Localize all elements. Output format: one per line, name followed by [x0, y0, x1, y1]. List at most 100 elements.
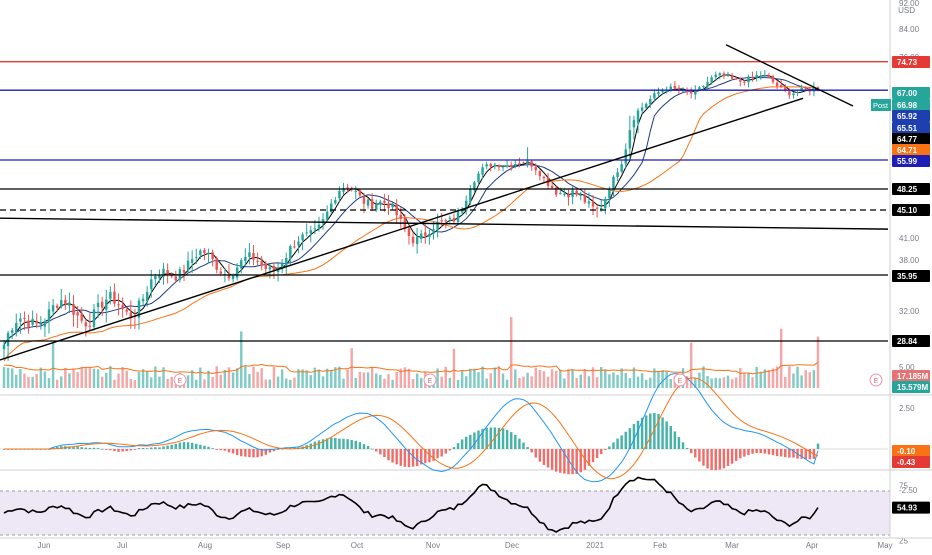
volume-bar [297, 369, 300, 388]
candle-body [105, 299, 108, 310]
candle-body [542, 176, 546, 179]
macd-histogram-bar [150, 447, 153, 449]
macd-histogram-bar [628, 428, 632, 449]
candle-body [779, 85, 783, 88]
rsi-line [3, 476, 819, 533]
candle-body [669, 86, 672, 91]
rsi-pane [3, 476, 819, 533]
volume-bar [117, 373, 120, 388]
rsi-band [0, 491, 890, 535]
candle-body [726, 74, 730, 76]
volume-bar [448, 377, 452, 388]
macd-histogram-bar [604, 449, 607, 451]
macd-histogram-bar [264, 449, 268, 455]
macd-histogram-bar [649, 413, 652, 449]
candle-body [571, 190, 574, 197]
price-badge-label: 28.84 [897, 337, 918, 346]
candle-body [714, 74, 717, 78]
volume-bar [722, 377, 726, 388]
volume-bar [575, 378, 578, 388]
macd-histogram-bar [436, 449, 439, 459]
candle-body [628, 130, 632, 149]
macd-histogram-bar [734, 449, 738, 461]
candle-body [19, 318, 22, 322]
candle-body [469, 188, 472, 203]
volume-bar [211, 377, 214, 388]
candle-body [346, 187, 349, 189]
macd-histogram-bar [575, 449, 578, 475]
volume-bar [698, 372, 701, 388]
volume-bar [64, 367, 67, 388]
candle-body [15, 323, 18, 333]
macd-histogram-bar [751, 449, 754, 454]
price-badge [892, 183, 930, 195]
candle-body [166, 270, 169, 275]
volume-bar [219, 374, 223, 388]
candle-body [109, 291, 112, 299]
macd-histogram-bar [567, 449, 570, 475]
candle-body [235, 267, 239, 278]
candle-body [784, 87, 787, 91]
candle-body [509, 164, 513, 167]
volume-bar [129, 378, 133, 388]
price-badge [892, 133, 930, 145]
volume-bar [563, 378, 566, 388]
macd-histogram-bar [608, 446, 611, 449]
volume-bar [493, 367, 497, 388]
candle-body [739, 79, 742, 82]
volume-average-line [3, 361, 819, 375]
volume-bar [403, 367, 407, 388]
price-badge [892, 110, 930, 122]
price-badge-label: 74.73 [897, 58, 918, 67]
volume-bar [260, 368, 263, 388]
macd-histogram-bar [109, 449, 112, 451]
volume-bar [730, 379, 734, 388]
macd-histogram-bar [100, 448, 104, 450]
macd-histogram-bar [640, 417, 644, 449]
macd-histogram-bar [182, 441, 186, 449]
volume-bar [444, 366, 447, 388]
candle-body [620, 164, 623, 172]
volume-bar [305, 370, 308, 388]
candle-body [444, 220, 447, 222]
macd-histogram-bar [227, 449, 231, 453]
volume-bar [170, 376, 173, 388]
volume-bar [84, 368, 88, 388]
macd-histogram-bar [256, 449, 259, 458]
candle-body [252, 252, 255, 260]
macd-histogram-bar [121, 449, 124, 452]
rsi-tick-label: 25 [899, 537, 908, 546]
volume-bar [109, 366, 112, 388]
candle-body [199, 250, 202, 255]
candle-body [27, 320, 30, 328]
candle-body [60, 300, 63, 307]
macd-histogram-bar [317, 440, 321, 449]
volume-bar [395, 371, 398, 388]
volume-bar [96, 369, 100, 388]
price-badge-label: 55.99 [897, 157, 918, 166]
price-badge-label: 65.51 [897, 124, 918, 133]
volume-bar [612, 372, 615, 388]
candle-body [718, 73, 722, 76]
macd-histogram-bar [411, 449, 415, 467]
candle-body [174, 276, 178, 281]
volume-bar [644, 379, 648, 388]
macd-histogram-bar [268, 449, 272, 453]
volume-bar [190, 370, 194, 388]
candle-body [195, 256, 198, 258]
volume-bar [313, 367, 317, 388]
volume-bar [800, 375, 803, 388]
volume-bar [689, 342, 693, 388]
macd-histogram-bar [726, 449, 730, 467]
candle-body [775, 82, 779, 86]
volume-bar [289, 379, 292, 388]
macd-histogram-bar [186, 442, 190, 449]
candle-body [297, 241, 300, 246]
earnings-marker [869, 373, 883, 387]
volume-bar [624, 372, 627, 388]
candle-body [92, 309, 96, 327]
macd-histogram-bar [538, 449, 542, 462]
volume-bar [141, 369, 145, 388]
time-label: Jul [117, 541, 127, 550]
